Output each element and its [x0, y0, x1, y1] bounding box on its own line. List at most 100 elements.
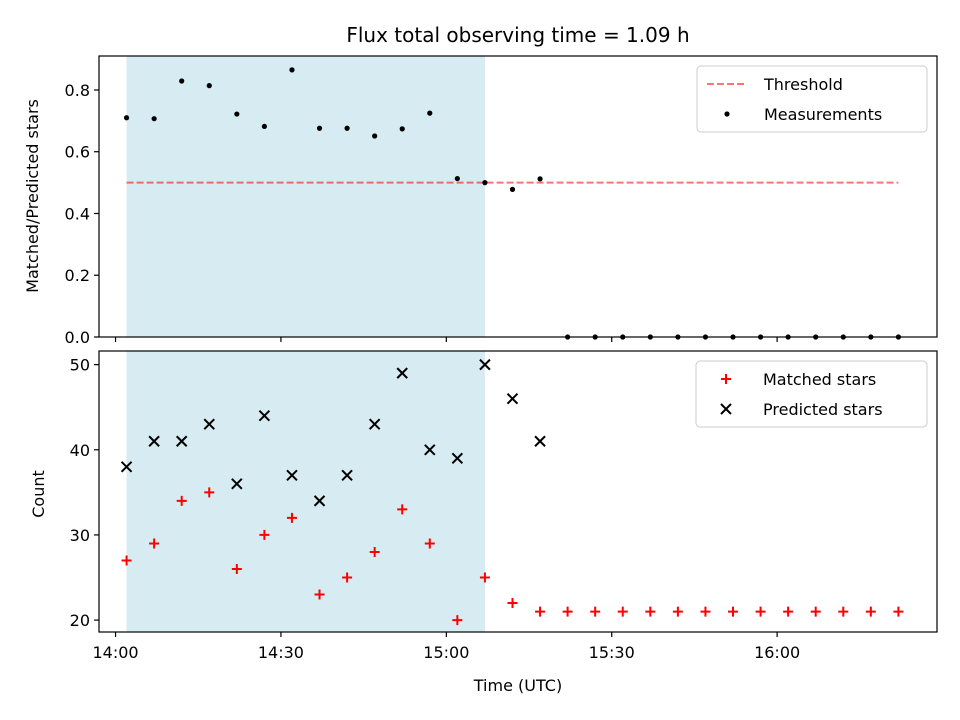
x-tick-label: 15:00 — [423, 643, 469, 662]
data-point — [206, 83, 212, 89]
y-tick-label: 0.2 — [65, 266, 90, 285]
legend-label: Predicted stars — [763, 400, 883, 419]
data-point — [562, 606, 573, 617]
data-point — [316, 125, 323, 131]
data-point — [314, 589, 325, 600]
data-point — [506, 392, 519, 405]
axes-frame — [98, 55, 938, 338]
data-point — [645, 606, 656, 617]
data-point — [204, 487, 215, 498]
data-point — [203, 418, 215, 430]
y-tick-label: 50 — [70, 356, 90, 375]
data-point — [120, 461, 133, 473]
data-point — [151, 116, 157, 122]
data-point — [369, 546, 380, 557]
observing-span — [126, 56, 485, 337]
data-point — [700, 606, 711, 617]
data-point — [231, 478, 243, 490]
y-tick-label: 0.0 — [65, 328, 90, 347]
x-tick-label: 15:30 — [589, 643, 635, 662]
data-point — [424, 538, 435, 549]
data-point — [590, 606, 601, 617]
legend: Matched stars Predicted stars — [695, 360, 928, 428]
data-point — [451, 452, 464, 464]
data-point — [783, 606, 794, 617]
data-point — [261, 123, 267, 130]
y-tick-label: 0.8 — [65, 81, 90, 100]
data-point — [342, 572, 353, 583]
bottom-y-axis-label: Count — [29, 470, 48, 518]
data-point — [537, 176, 543, 182]
data-point — [509, 186, 516, 192]
bottom-panel: 20 30 40 50 14:00 14:30 15:00 15:30 16:00 Matched… — [70, 350, 938, 662]
legend-measurements-swatch — [724, 111, 730, 117]
data-point — [893, 606, 904, 617]
observing-span — [126, 351, 485, 632]
axes-frame — [98, 350, 938, 633]
y-tick-label: 30 — [70, 526, 90, 545]
data-point — [479, 358, 491, 371]
data-point — [231, 563, 242, 574]
data-point — [341, 469, 353, 482]
plot-area: 0.0 0.2 0.4 0.6 0.8 Threshold Measurements 20 30… — [65, 55, 938, 662]
x-tick-label: 14:30 — [258, 643, 304, 662]
legend-box — [695, 360, 928, 428]
data-point — [123, 115, 130, 121]
chart-title: Flux total observing time = 1.09 h — [346, 23, 689, 47]
data-point — [397, 504, 408, 515]
legend-label: Measurements — [764, 105, 882, 124]
data-point — [372, 133, 378, 139]
data-point — [755, 606, 766, 617]
data-point — [452, 615, 463, 626]
data-point — [121, 555, 132, 566]
data-point — [427, 110, 433, 116]
data-point — [176, 495, 187, 506]
data-point — [482, 180, 488, 186]
y-tick-label: 0.6 — [65, 143, 90, 162]
series-predicted-stars — [120, 358, 546, 507]
top-panel: 0.0 0.2 0.4 0.6 0.8 Threshold Measurements — [65, 55, 938, 347]
data-point — [672, 606, 683, 617]
y-tick-label: 0.4 — [65, 204, 90, 223]
y-tick-label: 40 — [70, 441, 90, 460]
data-point — [454, 175, 460, 182]
data-point — [286, 512, 297, 523]
legend: Threshold Measurements — [696, 65, 928, 133]
legend-label: Matched stars — [763, 370, 876, 389]
data-point — [175, 435, 188, 447]
legend-box — [696, 65, 928, 133]
data-point — [344, 125, 350, 131]
data-point — [507, 598, 518, 609]
x-tick-label: 14:00 — [92, 643, 138, 662]
data-point — [149, 538, 160, 549]
data-point — [234, 111, 240, 117]
data-point — [865, 606, 876, 617]
data-point — [728, 606, 739, 617]
data-point — [479, 572, 490, 583]
data-point — [148, 435, 160, 447]
series-measurements — [123, 67, 902, 340]
data-point — [368, 418, 381, 430]
x-axis-label: Time (UTC) — [473, 676, 562, 695]
x-tick-label: 16:00 — [754, 643, 800, 662]
data-point — [535, 606, 546, 617]
legend-matched-swatch — [721, 374, 731, 384]
data-point — [838, 606, 849, 617]
data-point — [534, 435, 546, 447]
data-point — [286, 469, 298, 482]
data-point — [179, 78, 185, 84]
data-point — [617, 606, 628, 617]
data-point — [399, 126, 405, 132]
data-point — [396, 367, 408, 379]
data-point — [258, 410, 271, 422]
data-point — [259, 529, 270, 540]
data-point — [810, 606, 821, 617]
y-tick-label: 20 — [70, 611, 90, 630]
legend-predicted-swatch — [720, 403, 732, 415]
data-point — [289, 67, 295, 73]
data-point — [424, 444, 436, 456]
legend-label: Threshold — [763, 75, 843, 94]
data-point — [313, 495, 326, 507]
series-matched-stars — [121, 487, 904, 626]
